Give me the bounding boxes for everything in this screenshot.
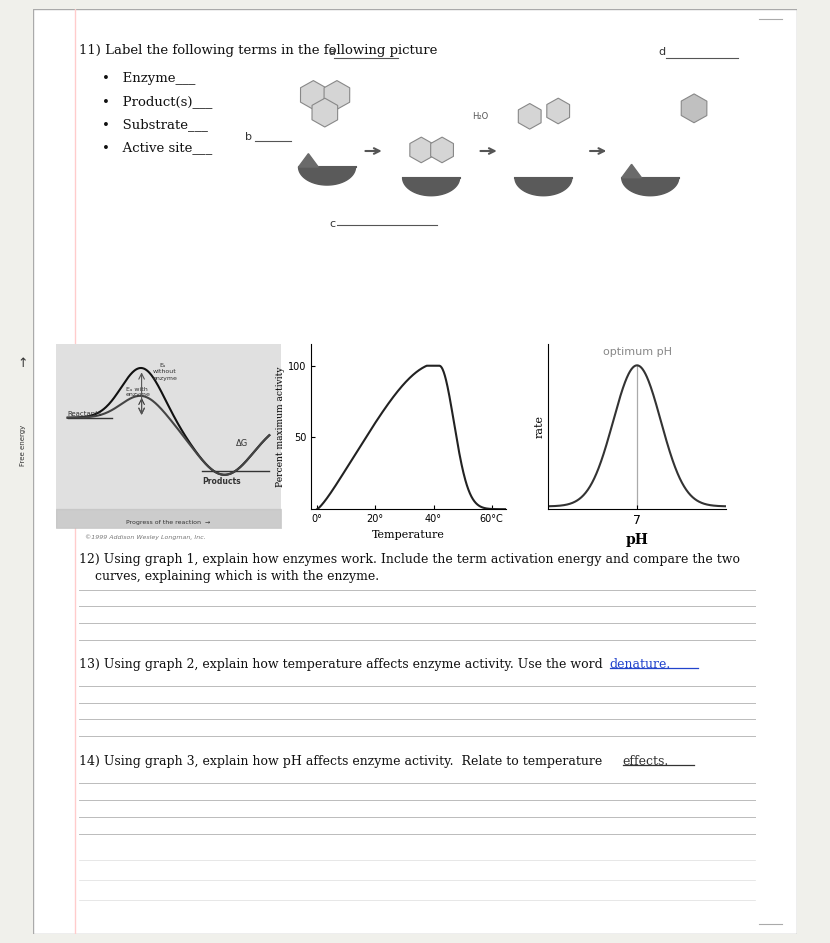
Polygon shape bbox=[681, 94, 707, 123]
Y-axis label: rate: rate bbox=[535, 415, 545, 438]
Text: effects.: effects. bbox=[622, 755, 669, 769]
Text: Eₐ: Eₐ bbox=[159, 363, 166, 368]
FancyBboxPatch shape bbox=[33, 9, 797, 934]
Text: H₂O: H₂O bbox=[472, 112, 489, 121]
Text: enzyme: enzyme bbox=[126, 392, 151, 397]
Text: denature.: denature. bbox=[610, 658, 671, 671]
Y-axis label: Percent maximum activity: Percent maximum activity bbox=[276, 367, 286, 487]
Text: 14) Using graph 3, explain how pH affects enzyme activity.  Relate to temperatur: 14) Using graph 3, explain how pH affect… bbox=[79, 755, 606, 769]
Text: 11) Label the following terms in the following picture: 11) Label the following terms in the fol… bbox=[79, 43, 437, 57]
Polygon shape bbox=[515, 177, 572, 196]
Polygon shape bbox=[300, 80, 326, 109]
Text: d: d bbox=[658, 47, 666, 57]
Polygon shape bbox=[431, 137, 453, 163]
Text: ©1999 Addison Wesley Longman, Inc.: ©1999 Addison Wesley Longman, Inc. bbox=[85, 535, 206, 540]
Polygon shape bbox=[518, 104, 541, 129]
Polygon shape bbox=[312, 98, 338, 127]
Text: 13) Using graph 2, explain how temperature affects enzyme activity. Use the word: 13) Using graph 2, explain how temperatu… bbox=[79, 658, 607, 671]
Text: Graph 1: Graph 1 bbox=[83, 345, 142, 358]
Text: Reactants: Reactants bbox=[68, 411, 102, 417]
Text: b: b bbox=[245, 132, 251, 142]
Text: •   Active site___: • Active site___ bbox=[102, 141, 212, 155]
Text: Eₐ with: Eₐ with bbox=[126, 388, 148, 392]
Text: a: a bbox=[328, 47, 335, 57]
Text: Products: Products bbox=[203, 477, 241, 486]
Polygon shape bbox=[622, 164, 642, 177]
Polygon shape bbox=[622, 177, 679, 196]
Polygon shape bbox=[299, 167, 355, 185]
Text: •   Product(s)___: • Product(s)___ bbox=[102, 95, 212, 108]
Text: Free energy: Free energy bbox=[20, 425, 26, 466]
Text: without: without bbox=[153, 370, 177, 374]
Text: •   Substrate___: • Substrate___ bbox=[102, 119, 208, 131]
Text: Graph 2: Graph 2 bbox=[327, 345, 387, 358]
Polygon shape bbox=[324, 80, 349, 109]
Text: •   Enzyme___: • Enzyme___ bbox=[102, 73, 195, 85]
Text: c: c bbox=[330, 219, 336, 229]
Polygon shape bbox=[410, 137, 432, 163]
Polygon shape bbox=[403, 177, 460, 196]
Text: ↑: ↑ bbox=[17, 356, 28, 370]
Polygon shape bbox=[547, 98, 569, 124]
Polygon shape bbox=[299, 154, 318, 167]
Text: 12) Using graph 1, explain how enzymes work. Include the term activation energy : 12) Using graph 1, explain how enzymes w… bbox=[79, 553, 740, 566]
Text: optimum pH: optimum pH bbox=[603, 347, 671, 356]
X-axis label: pH: pH bbox=[626, 533, 648, 547]
Text: ΔG: ΔG bbox=[236, 438, 248, 448]
Text: enzyme: enzyme bbox=[153, 375, 178, 381]
X-axis label: Temperature: Temperature bbox=[373, 530, 445, 539]
Text: Progress of the reaction  →: Progress of the reaction → bbox=[126, 521, 211, 525]
Text: curves, explaining which is with the enzyme.: curves, explaining which is with the enz… bbox=[79, 571, 379, 584]
Text: Graph 3: Graph 3 bbox=[579, 345, 638, 358]
